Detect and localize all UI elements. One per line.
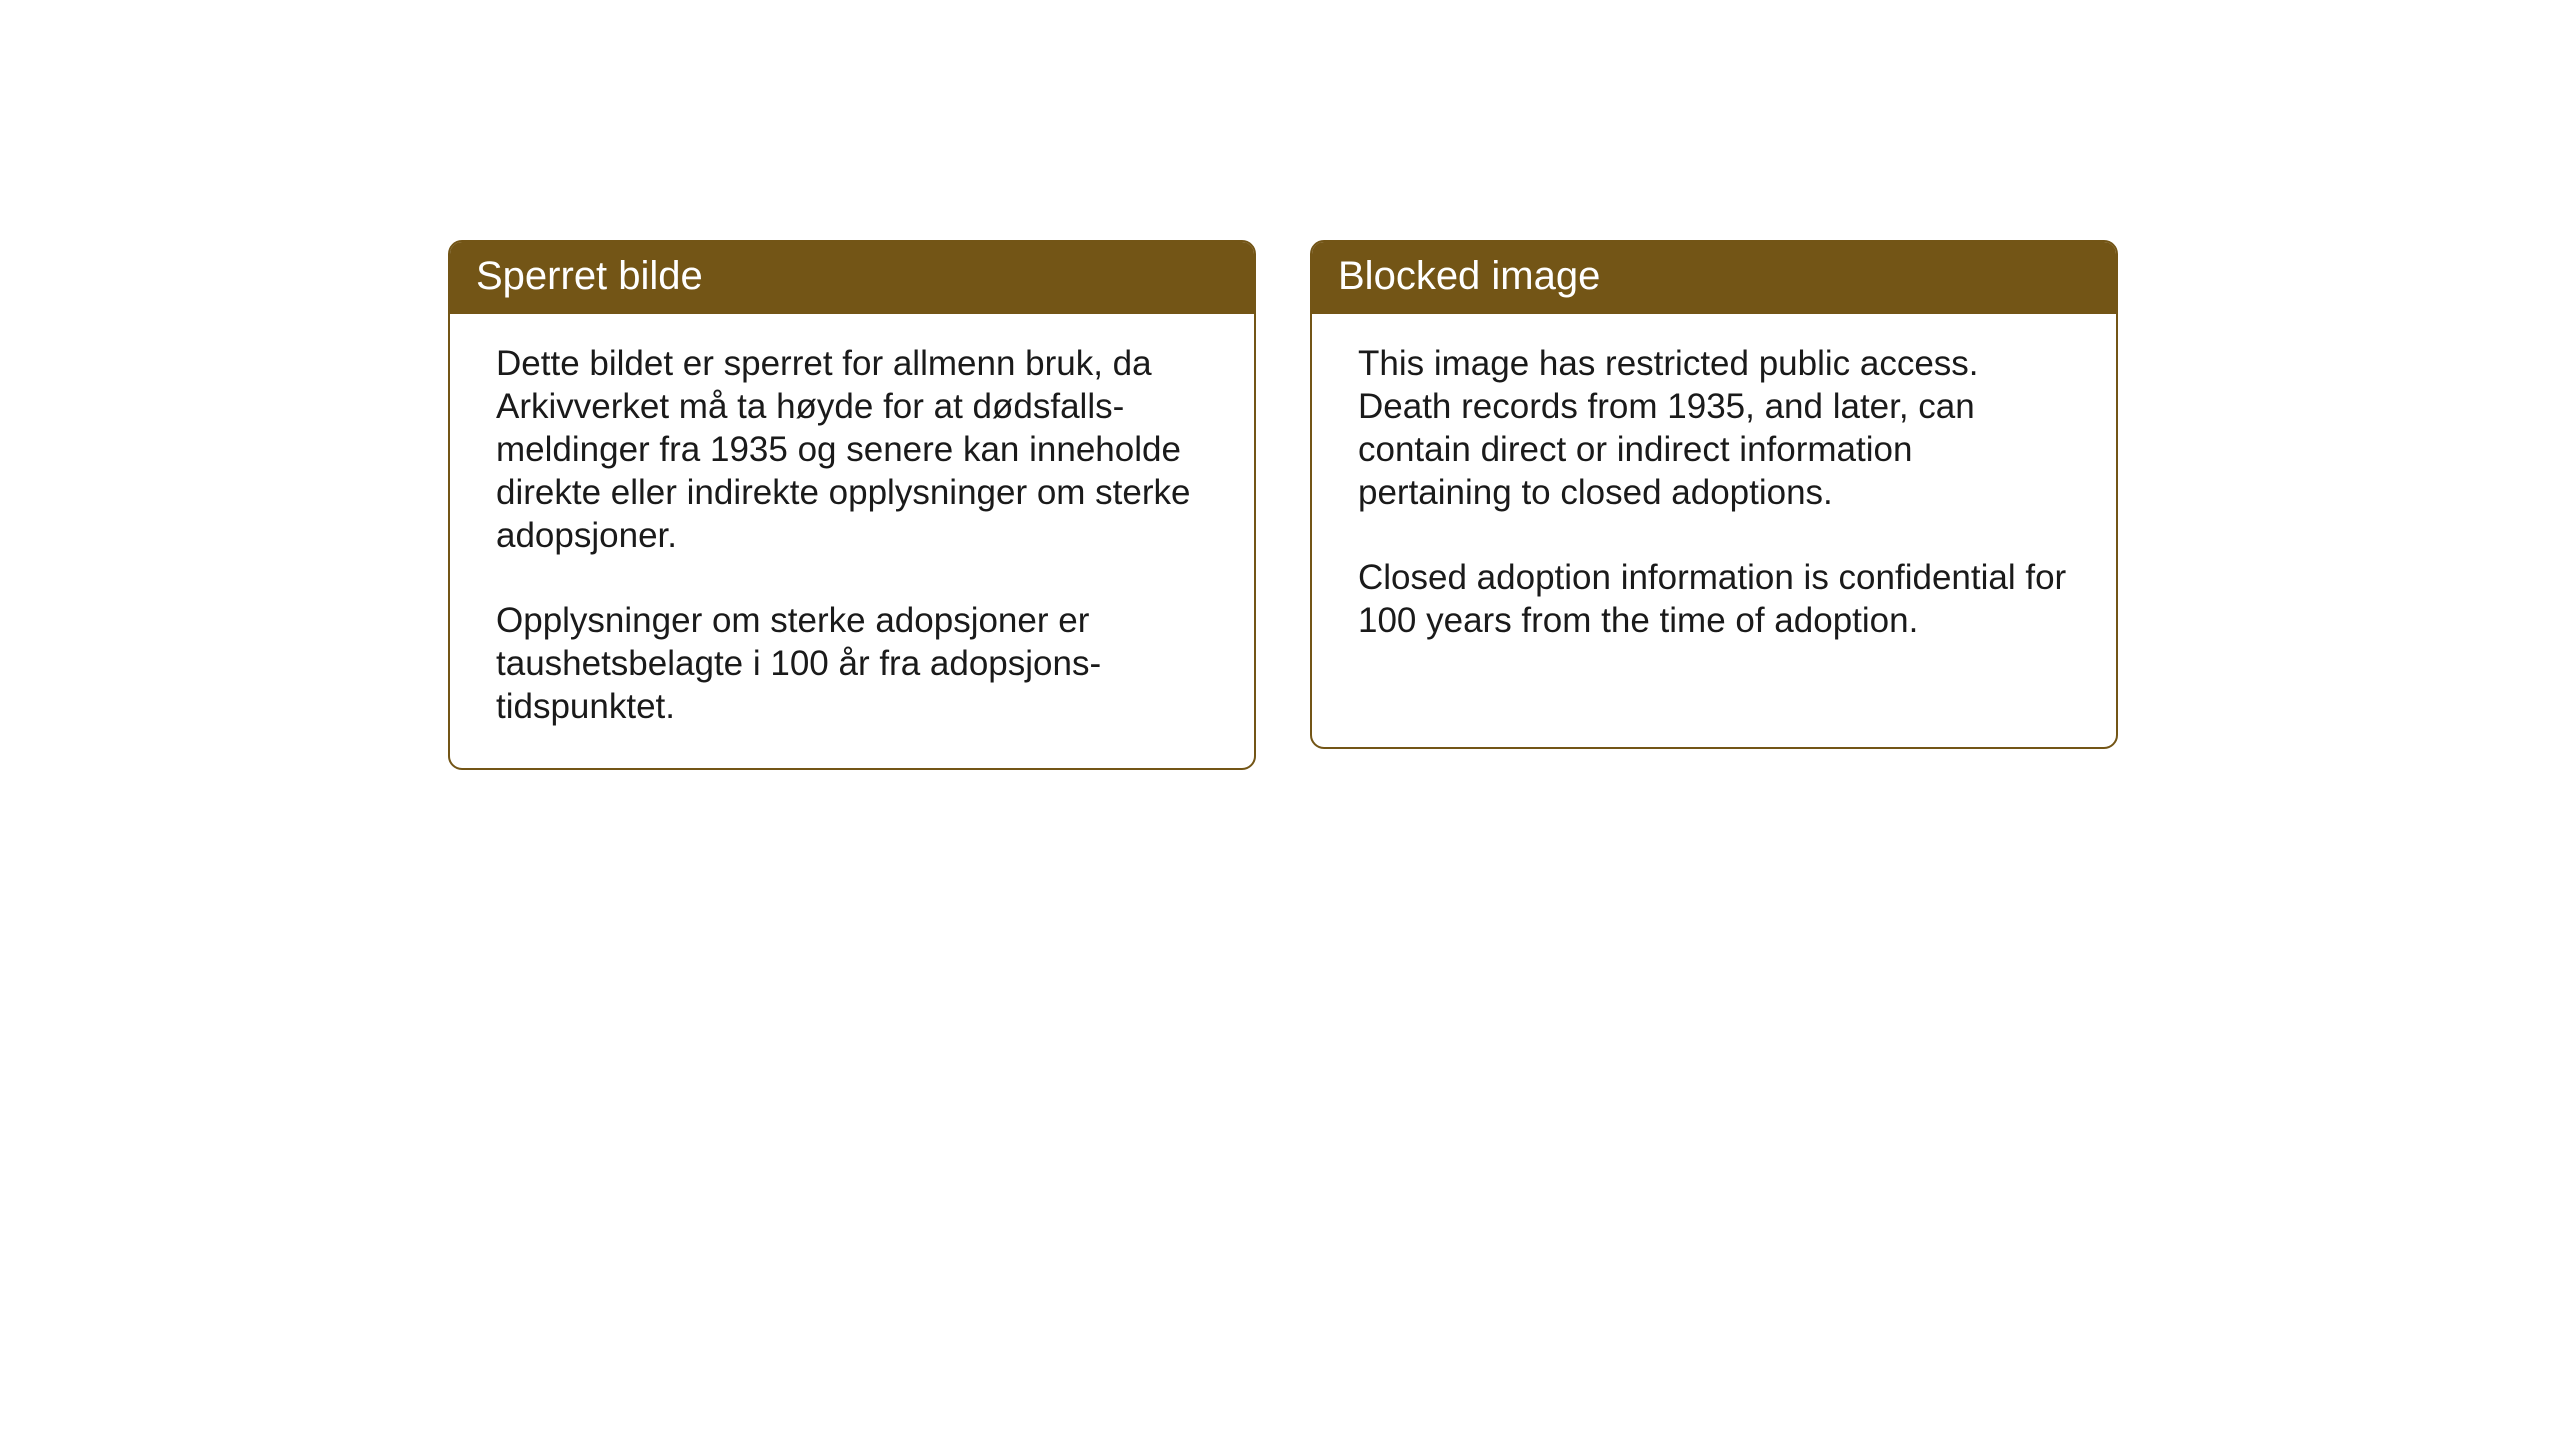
- norwegian-card-title: Sperret bilde: [450, 242, 1254, 314]
- english-paragraph-1: This image has restricted public access.…: [1358, 342, 2070, 514]
- english-paragraph-2: Closed adoption information is confident…: [1358, 556, 2070, 642]
- english-card-title: Blocked image: [1312, 242, 2116, 314]
- notice-container: Sperret bilde Dette bildet er sperret fo…: [448, 240, 2118, 770]
- english-notice-card: Blocked image This image has restricted …: [1310, 240, 2118, 749]
- norwegian-notice-card: Sperret bilde Dette bildet er sperret fo…: [448, 240, 1256, 770]
- norwegian-paragraph-2: Opplysninger om sterke adopsjoner er tau…: [496, 599, 1208, 728]
- english-card-body: This image has restricted public access.…: [1312, 314, 2116, 682]
- norwegian-card-body: Dette bildet er sperret for allmenn bruk…: [450, 314, 1254, 768]
- norwegian-paragraph-1: Dette bildet er sperret for allmenn bruk…: [496, 342, 1208, 557]
